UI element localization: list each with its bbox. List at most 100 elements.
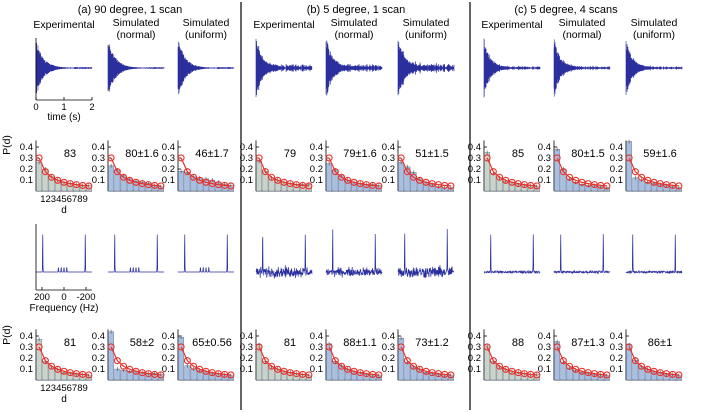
y-tick-label: 0.1 xyxy=(310,175,323,186)
y-tick-label: 0.4 xyxy=(610,142,623,153)
benford-point xyxy=(553,343,561,351)
hist-bar xyxy=(404,362,411,381)
fid-signal xyxy=(107,44,165,92)
benford-point xyxy=(196,365,204,373)
hist-x-ticks: 123456789 xyxy=(40,194,88,205)
y-tick-label: 0.3 xyxy=(468,342,481,353)
benford-point xyxy=(331,357,339,365)
benford-point xyxy=(553,154,561,162)
benford-point xyxy=(410,362,418,370)
column-label: (uniform) xyxy=(633,29,675,41)
histogram-row1: 0.10.20.30.4 79±1.6 xyxy=(310,140,383,192)
y-tick-label: 0.4 xyxy=(240,142,253,153)
benford-point xyxy=(261,168,269,176)
section-title: (c) 5 degree, 4 scans xyxy=(514,4,618,16)
panel-column: Simulated(normal)0.10.20.30.480±1.60.10.… xyxy=(92,17,165,381)
y-tick-label: 0.3 xyxy=(382,342,395,353)
y-tick-label: 0.4 xyxy=(610,331,623,342)
y-tick-label: 0.1 xyxy=(468,175,481,186)
hist-bar xyxy=(626,141,633,192)
benford-point xyxy=(177,343,185,351)
y-tick-label: 0.2 xyxy=(382,164,395,175)
y-tick-label: 0.3 xyxy=(20,342,33,353)
y-tick-label: 0.1 xyxy=(382,364,395,375)
benford-point xyxy=(496,173,504,181)
y-tick-label: 0.4 xyxy=(240,331,253,342)
y-tick-label: 0.4 xyxy=(162,142,175,153)
y-tick-label: 0.1 xyxy=(20,175,33,186)
time-tick-label: 0 xyxy=(33,102,38,113)
histogram-row2: 0.10.20.30.4 88 xyxy=(468,329,541,381)
histogram-row1: 0.10.20.30.4 85 xyxy=(468,140,541,192)
benford-point xyxy=(41,168,49,176)
column-label: Experimental xyxy=(481,19,542,31)
column-label: (normal) xyxy=(334,29,373,41)
hist-x-ticks: 123456789 xyxy=(40,383,88,394)
y-tick-label: 0.1 xyxy=(610,175,623,186)
benford-point xyxy=(625,154,633,162)
histogram-row1: 0.10.20.30.4 59±1.6 xyxy=(610,139,683,192)
benford-point xyxy=(572,365,580,373)
benford-point xyxy=(675,182,683,190)
y-tick-label: 0.4 xyxy=(538,142,551,153)
time-tick-label: 2 xyxy=(89,102,94,113)
column-label: Simulated xyxy=(113,17,160,29)
histogram-row2: 0.10.20.30.4 87±1.3 xyxy=(538,329,611,381)
histogram-row1: 0.10.20.30.4 80±1.5 xyxy=(538,140,611,192)
y-tick-label: 0.3 xyxy=(610,342,623,353)
y-tick-label: 0.1 xyxy=(310,364,323,375)
benford-point xyxy=(489,357,497,365)
hist-bar xyxy=(184,365,191,381)
y-tick-label: 0.2 xyxy=(240,353,253,364)
y-tick-label: 0.2 xyxy=(92,164,105,175)
benford-point xyxy=(305,182,313,190)
y-tick-label: 0.4 xyxy=(310,142,323,153)
spectrum-trace xyxy=(36,234,92,273)
benford-point xyxy=(502,365,510,373)
y-tick-label: 0.2 xyxy=(538,164,551,175)
freq-tick-label: 200 xyxy=(34,292,50,303)
freq-axis-label: Frequency (Hz) xyxy=(30,303,99,314)
benford-point xyxy=(274,176,282,184)
benford-point xyxy=(631,168,639,176)
y-tick-label: 0.2 xyxy=(92,353,105,364)
y-tick-label: 0.4 xyxy=(20,331,33,342)
benford-point xyxy=(403,357,411,365)
benford-point xyxy=(397,343,405,351)
hist-bar xyxy=(178,170,185,192)
benford-point xyxy=(559,168,567,176)
hist-bar xyxy=(560,362,567,381)
hist-bar xyxy=(490,173,497,192)
column-label: Experimental xyxy=(33,19,94,31)
hist-value-label: 88 xyxy=(512,337,524,349)
y-tick-label: 0.1 xyxy=(162,364,175,375)
benford-point xyxy=(227,371,235,379)
freq-tick-label: 0 xyxy=(61,292,66,303)
fid-signal xyxy=(177,41,235,95)
panel-column: Experimental 0.10.20.30.485 0.10.20.30.488 xyxy=(468,19,543,381)
hist-value-label: 59±1.6 xyxy=(643,148,677,160)
fid-signal xyxy=(325,40,383,96)
hist-bar xyxy=(398,162,405,192)
benford-point xyxy=(338,173,346,181)
y-tick-label: 0.2 xyxy=(468,164,481,175)
section-title: (a) 90 degree, 1 scan xyxy=(78,4,183,16)
y-tick-label: 0.1 xyxy=(468,364,481,375)
benford-point xyxy=(483,343,491,351)
histogram-row1: 0.10.20.30.4 79 xyxy=(240,140,313,192)
y-tick-label: 0.4 xyxy=(382,142,395,153)
benford-point xyxy=(261,357,269,365)
y-tick-label: 0.3 xyxy=(92,342,105,353)
benford-point xyxy=(35,343,43,351)
histogram-row1: 0.10.20.30.4 80±1.6 xyxy=(92,140,165,192)
spectrum-trace xyxy=(553,234,611,275)
hist-value-label: 73±1.2 xyxy=(415,337,449,349)
benford-point xyxy=(603,371,611,379)
benford-point xyxy=(416,176,424,184)
y-tick-label: 0.3 xyxy=(310,342,323,353)
benford-point xyxy=(603,182,611,190)
benford-point xyxy=(325,343,333,351)
